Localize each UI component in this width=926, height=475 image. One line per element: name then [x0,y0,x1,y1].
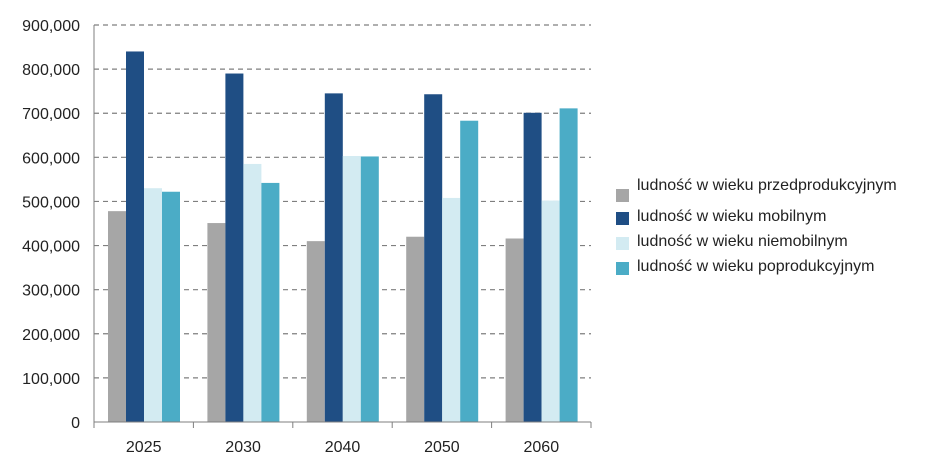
legend-item-1: ludność w wieku mobilnym [616,207,916,227]
bar-2025-series-3 [162,191,180,422]
bar-2050-series-2 [442,197,461,422]
y-tick-label-6: 600,000 [22,150,80,167]
bar-2050-series-0 [406,236,425,422]
legend-label-2: ludność w wieku niemobilnym [637,233,848,250]
legend: ludność w wieku przedprodukcyjnym ludnoś… [616,176,916,282]
bar-2030-series-2 [243,163,262,422]
bar-2050-series-3 [460,120,479,423]
y-tick-label-2: 200,000 [22,327,80,344]
bar-2040-series-2 [342,156,361,422]
bar-2040-series-3 [360,156,379,422]
bar-2030-series-3 [261,182,280,422]
legend-swatch-3 [616,262,629,275]
legend-label-3: ludność w wieku poprodukcyjnym [637,258,875,275]
legend-swatch-0 [616,189,629,202]
legend-label-1: ludność w wieku mobilnym [637,208,827,225]
bar-2060-series-0 [505,238,524,422]
y-tick-label-8: 800,000 [22,62,80,79]
y-tick-label-5: 500,000 [22,194,80,211]
legend-swatch-1 [616,212,629,225]
bar-2040-series-0 [306,241,325,422]
y-tick-label-9: 900,000 [22,18,80,35]
axes [93,25,592,428]
y-tick-label-3: 300,000 [22,283,80,300]
x-tick-label-2050: 2050 [424,439,460,456]
bar-2040-series-1 [324,93,343,422]
bar-2030-series-1 [225,73,244,423]
x-tick-label-2060: 2060 [524,439,560,456]
bar-2060-series-2 [541,200,560,422]
y-tick-label-4: 400,000 [22,239,80,256]
bars [108,51,578,423]
legend-item-0: ludność w wieku przedprodukcyjnym [616,176,916,202]
bar-2025-series-0 [108,211,126,422]
y-tick-label-0: 0 [71,415,80,432]
bar-2050-series-1 [424,94,443,422]
legend-item-3: ludność w wieku poprodukcyjnym [616,257,916,277]
legend-swatch-2 [616,237,629,250]
bar-2030-series-0 [207,223,226,422]
bar-2060-series-3 [559,108,578,423]
x-tick-label-2040: 2040 [325,439,361,456]
bar-2025-series-2 [144,188,162,422]
tick-labels: 0 100,000 200,000 300,000 400,000 500,000 600,… [22,18,559,456]
legend-item-2: ludność w wieku niemobilnym [616,232,916,252]
y-tick-label-1: 100,000 [22,371,80,388]
bar-2025-series-1 [126,51,144,422]
legend-label-0: ludność w wieku przedprodukcyjnym [637,177,897,194]
bar-2060-series-1 [523,112,542,422]
y-tick-label-7: 700,000 [22,106,80,123]
x-tick-label-2025: 2025 [126,439,162,456]
x-tick-label-2030: 2030 [225,439,261,456]
